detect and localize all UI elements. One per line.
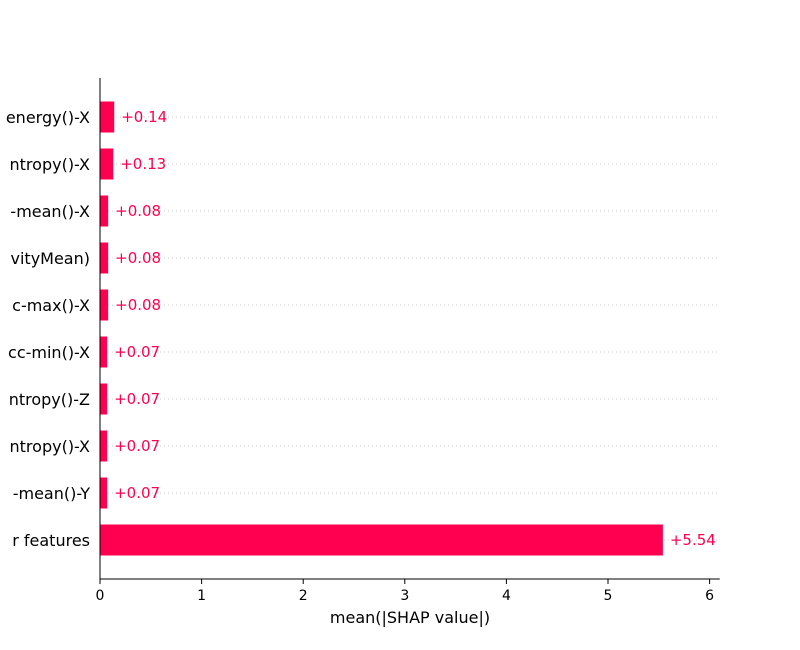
bar	[100, 383, 108, 415]
value-label: +0.08	[115, 296, 161, 314]
value-label: +0.08	[115, 249, 161, 267]
bar	[100, 242, 109, 274]
bar	[100, 148, 114, 180]
feature-labels: energy()-X ntropy()-X -mean()-X vityMean) c-…	[6, 108, 90, 550]
feature-label: c-max()-X	[12, 296, 90, 315]
x-tick-label: 6	[705, 588, 714, 604]
x-tick-label: 4	[502, 588, 511, 604]
bar	[100, 477, 108, 509]
value-labels: +0.14 +0.13 +0.08 +0.08 +0.08 +0.07 +0.07 +0.07…	[114, 108, 716, 549]
feature-label: energy()-X	[6, 108, 90, 127]
bar	[100, 336, 108, 368]
bar	[100, 289, 109, 321]
value-label: +5.54	[670, 531, 716, 549]
value-label: +0.07	[114, 343, 160, 361]
x-tick-label: 3	[400, 588, 409, 604]
value-label: +0.07	[114, 437, 160, 455]
feature-label: ntropy()-Z	[9, 390, 90, 409]
x-tick-label: 1	[197, 588, 206, 604]
feature-label: cc-min()-X	[8, 343, 90, 362]
feature-label: -mean()-X	[10, 202, 90, 221]
bar	[100, 430, 108, 462]
row-guides	[100, 116, 720, 541]
feature-label: ntropy()-X	[10, 155, 91, 174]
bar	[100, 524, 663, 556]
x-tick-label: 5	[604, 588, 613, 604]
value-label: +0.07	[114, 390, 160, 408]
x-tick-label: 0	[96, 588, 105, 604]
value-label: +0.13	[120, 155, 166, 173]
feature-label: ntropy()-X	[10, 437, 91, 456]
feature-label: vityMean)	[11, 249, 91, 268]
x-axis-ticks: 0 1 2 3 4 5 6	[96, 579, 714, 604]
bar	[100, 195, 109, 227]
bars	[100, 101, 663, 556]
x-axis-title: mean(|SHAP value|)	[330, 608, 490, 627]
value-label: +0.07	[114, 484, 160, 502]
feature-label: -mean()-Y	[13, 484, 91, 503]
value-label: +0.14	[121, 108, 167, 126]
feature-label: r features	[12, 531, 90, 550]
value-label: +0.08	[115, 202, 161, 220]
x-tick-label: 2	[299, 588, 308, 604]
bar	[100, 101, 115, 133]
